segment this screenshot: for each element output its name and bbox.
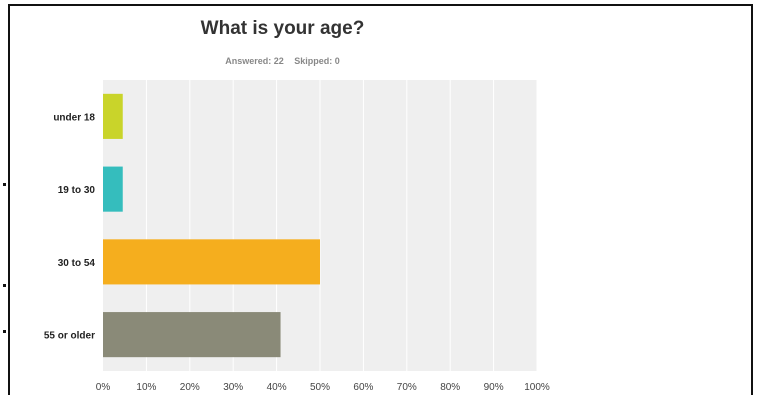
x-tick-label: 50%	[310, 382, 330, 393]
answered-count: Answered: 22	[225, 56, 284, 66]
x-tick-label: 60%	[353, 382, 373, 393]
x-tick-label: 10%	[136, 382, 156, 393]
category-labels: under 18 19 to 30 30 to 54 55 or older	[44, 112, 96, 341]
bar[interactable]	[103, 93, 123, 139]
x-tick-label: 90%	[484, 382, 504, 393]
category-label: 19 to 30	[58, 185, 96, 196]
category-label: under 18	[53, 112, 95, 123]
x-tick-label: 0%	[96, 382, 111, 393]
x-tick-labels: 0% 10% 20% 30% 40% 50% 60% 70% 80% 90% 100%	[96, 382, 550, 393]
edge-mark	[3, 183, 6, 186]
edge-mark	[3, 330, 6, 333]
category-label: 30 to 54	[58, 258, 96, 269]
bar[interactable]	[103, 239, 320, 285]
bar[interactable]	[103, 166, 123, 212]
x-tick-label: 30%	[223, 382, 243, 393]
response-summary: Answered: 22 Skipped: 0	[10, 56, 555, 66]
edge-mark	[3, 284, 6, 287]
chart-title: What is your age?	[200, 18, 365, 39]
x-tick-label: 40%	[267, 382, 287, 393]
x-tick-label: 80%	[440, 382, 460, 393]
skipped-count: Skipped: 0	[294, 56, 340, 66]
x-tick-label: 20%	[180, 382, 200, 393]
category-label: 55 or older	[44, 331, 95, 342]
x-tick-label: 100%	[524, 382, 550, 393]
bar[interactable]	[103, 312, 281, 358]
x-tick-label: 70%	[397, 382, 417, 393]
bars	[103, 93, 320, 358]
